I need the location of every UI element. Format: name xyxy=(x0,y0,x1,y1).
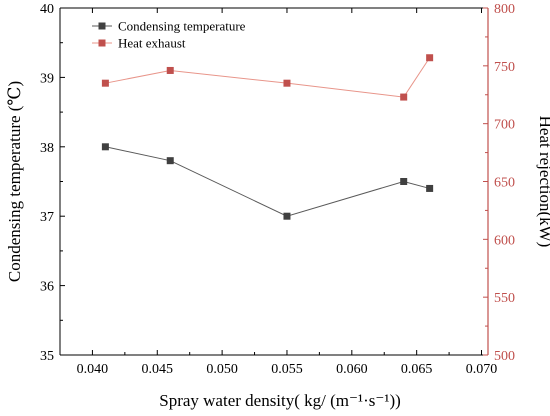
legend-label: Heat exhaust xyxy=(118,36,186,51)
y-right-tick-label: 600 xyxy=(494,233,515,248)
data-point-heat-exhaust xyxy=(400,93,408,101)
x-tick-label: 0.050 xyxy=(206,362,238,377)
y-right-tick-label: 800 xyxy=(494,2,515,17)
series-layer xyxy=(101,54,434,220)
x-tick-label: 0.070 xyxy=(466,362,498,377)
data-point-condensing-temperature xyxy=(101,143,109,151)
y-left-tick-label: 39 xyxy=(40,71,54,86)
y-axis-right-title: Heat rejection(kW) xyxy=(536,116,550,248)
y-right-tick-label: 700 xyxy=(494,118,515,133)
data-point-condensing-temperature xyxy=(426,184,434,192)
series-line-heat-exhaust xyxy=(105,57,431,98)
y-right-tick-label: 550 xyxy=(494,291,515,306)
x-tick-label: 0.040 xyxy=(77,362,109,377)
y-left-tick-label: 35 xyxy=(40,349,54,364)
x-tick-label: 0.045 xyxy=(142,362,174,377)
data-point-heat-exhaust xyxy=(426,54,434,62)
x-tick-label: 0.060 xyxy=(336,362,368,377)
data-point-condensing-temperature xyxy=(400,178,408,185)
y-right-tick-label: 650 xyxy=(494,176,515,191)
data-point-condensing-temperature xyxy=(283,212,291,220)
data-point-heat-exhaust xyxy=(166,66,174,74)
y-left-tick-label: 40 xyxy=(40,2,54,17)
data-point-heat-exhaust xyxy=(101,79,109,87)
data-point-heat-exhaust xyxy=(283,79,291,87)
x-axis-title: Spray water density( kg/ (m⁻¹·s⁻¹)) xyxy=(159,391,401,410)
axes: 0.040 0.045 0.050 0.055 0.060 0.065 0.070 35 36 3… xyxy=(40,2,515,377)
data-point-condensing-temperature xyxy=(166,157,174,165)
legend-marker xyxy=(98,39,106,47)
legend: Condensing temperature Heat exhaust xyxy=(92,19,246,51)
x-tick-label: 0.065 xyxy=(401,362,433,377)
legend-label: Condensing temperature xyxy=(118,19,246,34)
x-tick-label: 0.055 xyxy=(271,362,303,377)
y-left-tick-label: 38 xyxy=(40,141,54,156)
y-right-tick-label: 750 xyxy=(494,60,515,75)
y-axis-left-title: Condensing temperature (℃) xyxy=(5,81,24,282)
series-line-condensing-temperature xyxy=(105,146,430,217)
y-left-tick-label: 37 xyxy=(40,210,54,225)
y-left-tick-label: 36 xyxy=(40,280,54,295)
y-right-tick-label: 500 xyxy=(494,349,515,364)
legend-marker xyxy=(98,22,106,30)
